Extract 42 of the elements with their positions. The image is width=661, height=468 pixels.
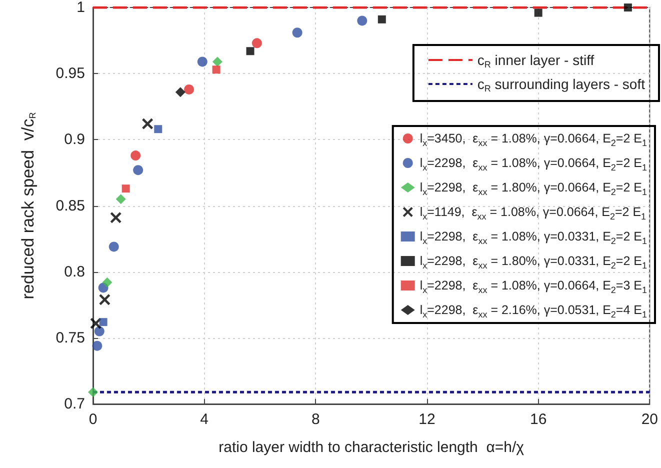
point	[130, 150, 141, 161]
y-tick-label: 0.95	[56, 65, 85, 82]
x-tick-label: 12	[418, 411, 436, 428]
point	[110, 212, 122, 224]
point	[175, 87, 186, 98]
point	[92, 340, 102, 351]
point	[90, 318, 102, 329]
point	[122, 184, 130, 193]
y-tick-label: 0.9	[64, 131, 85, 148]
x-tick-label: 20	[641, 411, 658, 428]
y-axis-title: reduced rack speed v/cR	[18, 112, 38, 300]
x-tick-label: 0	[88, 411, 98, 428]
point	[246, 47, 254, 56]
point	[197, 56, 208, 67]
point	[212, 66, 220, 74]
point	[88, 387, 98, 398]
point	[142, 118, 154, 130]
x-axis-title: ratio layer width to characteristic length α=h/χ	[218, 439, 524, 456]
y-tick-label: 0.75	[56, 329, 85, 346]
point	[102, 277, 112, 288]
point	[133, 165, 144, 176]
point	[116, 194, 126, 204]
point	[357, 16, 368, 26]
y-tick-label: 0.8	[64, 263, 85, 280]
x-tick-label: 4	[200, 411, 209, 428]
point	[378, 15, 386, 24]
point	[94, 326, 104, 336]
x-tick-label: 16	[530, 411, 547, 428]
point	[99, 294, 110, 306]
point	[184, 84, 194, 94]
y-tick-label: 0.85	[56, 197, 85, 214]
point	[99, 318, 108, 326]
point	[534, 8, 542, 17]
point	[252, 38, 262, 48]
point	[154, 125, 162, 134]
point	[292, 28, 302, 38]
point	[624, 4, 632, 12]
x-tick-label: 8	[311, 411, 320, 428]
point	[108, 242, 119, 252]
y-tick-label: 0.7	[64, 396, 85, 412]
point	[212, 56, 222, 67]
y-tick-label: 1	[76, 0, 85, 16]
